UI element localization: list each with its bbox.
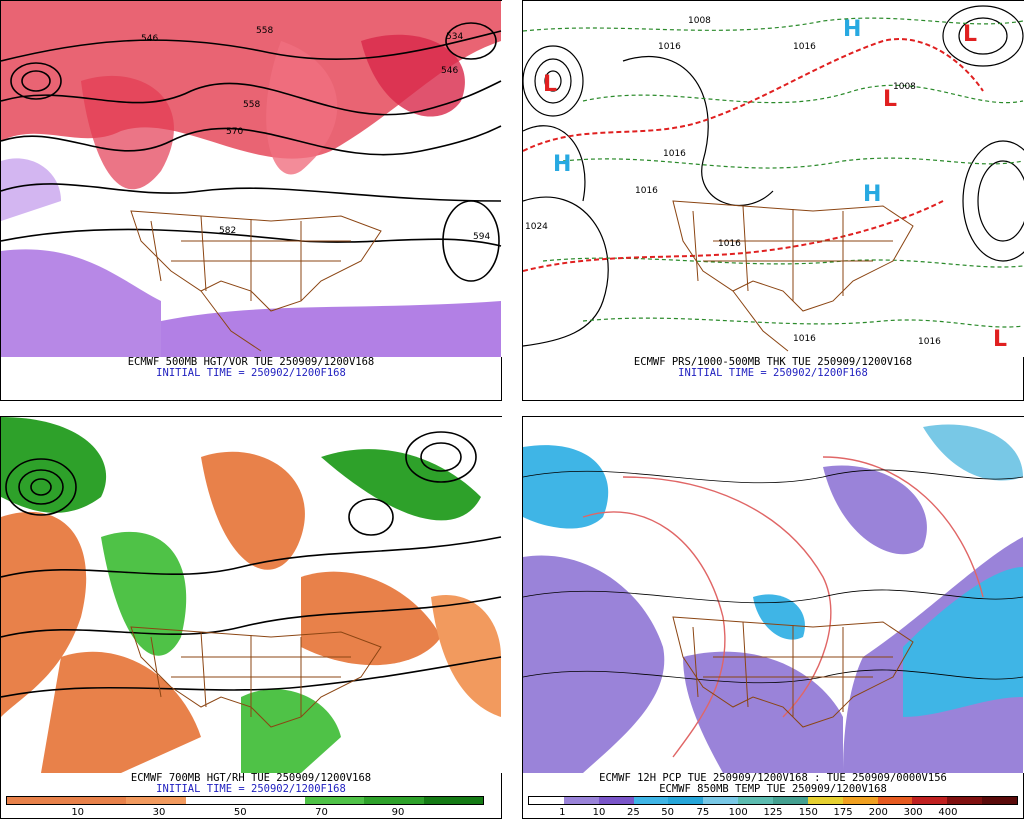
colorbar-swatch (703, 797, 739, 804)
panel-title: ECMWF PRS/1000-500MB THK TUE 250909/1200… (633, 356, 913, 368)
contour-label: 594 (473, 232, 490, 242)
panel-title: ECMWF 700MB HGT/RH TUE 250909/1200V168 (130, 772, 372, 784)
pcp-colorbar-ticks: 1 10 25 50 75 100 125 150 175 200 300 40… (528, 807, 1018, 819)
panel-prs-thk: L L L L H H H 1008 1016 1016 1008 1016 1… (522, 0, 1024, 401)
map-700mb-svg (1, 417, 503, 773)
contour-label: 1016 (918, 337, 941, 347)
map-prs-thk-svg: L L L L H H H 1008 1016 1016 1008 1016 1… (523, 1, 1024, 357)
high-pressure-marker: H (843, 17, 861, 42)
colorbar-tick: 125 (763, 807, 783, 818)
colorbar-tick: 200 (868, 807, 888, 818)
panel-subtitle: ECMWF 850MB TEMP TUE 250909/1200V168 (659, 783, 887, 795)
colorbar-tick: 30 (152, 807, 166, 818)
contour-label: 1024 (525, 222, 548, 232)
contour-label: 546 (441, 66, 458, 76)
colorbar-swatch (185, 797, 245, 804)
colorbar-swatch (947, 797, 983, 804)
colorbar-swatch (423, 797, 483, 804)
contour-label: 558 (256, 26, 273, 36)
contour-label: 558 (243, 100, 260, 110)
colorbar-swatch (877, 797, 913, 804)
colorbar-swatch (738, 797, 774, 804)
colorbar-tick: 25 (626, 807, 640, 818)
contour-label: 1016 (793, 42, 816, 52)
colorbar-swatch (529, 797, 564, 804)
panel-title: ECMWF 500MB HGT/VOR TUE 250909/1200V168 (127, 356, 375, 368)
colorbar-swatch (66, 797, 126, 804)
map-500mb-svg: 534 546 558 570 582 594 546 558 (1, 1, 503, 357)
colorbar-tick: 300 (903, 807, 923, 818)
panel-700mb-hgt-rh: ECMWF 700MB HGT/RH TUE 250909/1200V168 I… (0, 416, 503, 819)
contour-label: 1016 (663, 149, 686, 159)
contour-label: 570 (226, 127, 243, 137)
colorbar-swatch (633, 797, 669, 804)
map-prs-thk: L L L L H H H 1008 1016 1016 1008 1016 1… (523, 1, 1024, 357)
contour-label: 1008 (893, 82, 916, 92)
colorbar-swatch (982, 797, 1018, 804)
colorbar-swatch (668, 797, 704, 804)
map-700mb (1, 417, 503, 773)
colorbar-swatch (912, 797, 948, 804)
colorbar-swatch (773, 797, 808, 804)
high-pressure-marker: H (553, 152, 571, 177)
high-pressure-marker: H (863, 182, 881, 207)
colorbar-swatch (7, 797, 67, 804)
panel-init-time: INITIAL TIME = 250902/1200F168 (156, 367, 346, 379)
colorbar-swatch (842, 797, 878, 804)
contour-label: 1016 (635, 186, 658, 196)
contour-label: 582 (219, 226, 236, 236)
colorbar-swatch (126, 797, 186, 804)
colorbar-tick: 150 (798, 807, 818, 818)
colorbar-tick: 75 (696, 807, 710, 818)
contour-label: 534 (446, 32, 463, 42)
map-pcp (523, 417, 1024, 773)
colorbar-tick: 175 (833, 807, 853, 818)
low-pressure-marker: L (993, 327, 1007, 352)
colorbar-tick: 50 (661, 807, 675, 818)
panel-init-time: INITIAL TIME = 250902/1200F168 (678, 367, 868, 379)
map-500mb: 534 546 558 570 582 594 546 558 (1, 1, 503, 357)
colorbar-swatch (807, 797, 843, 804)
colorbar-tick: 70 (315, 807, 328, 818)
low-pressure-marker: L (963, 22, 977, 47)
contour-label: 1016 (718, 239, 741, 249)
panel-500mb-hgt-vor: 534 546 558 570 582 594 546 558 ECMWF 50… (0, 0, 503, 401)
rh-colorbar (6, 796, 484, 805)
panel-init-time: INITIAL TIME = 250902/1200F168 (156, 783, 346, 795)
colorbar-tick: 100 (728, 807, 748, 818)
contour-label: 546 (141, 34, 158, 44)
colorbar-tick: 50 (233, 807, 247, 818)
colorbar-tick: 10 (71, 807, 85, 818)
colorbar-swatch (245, 797, 305, 804)
panel-pcp-850temp: ECMWF 12H PCP TUE 250909/1200V168 : TUE … (522, 416, 1024, 819)
colorbar-tick: 10 (592, 807, 606, 818)
pcp-colorbar (528, 796, 1018, 805)
colorbar-swatch (364, 797, 424, 804)
colorbar-swatch (598, 797, 634, 804)
colorbar-tick: 90 (391, 807, 405, 818)
low-pressure-marker: L (543, 72, 557, 97)
colorbar-swatch (563, 797, 599, 804)
colorbar-swatch (304, 797, 364, 804)
contour-label: 1008 (688, 16, 711, 26)
low-pressure-marker: L (883, 87, 897, 112)
rh-colorbar-ticks: 10 30 50 70 90 (6, 807, 484, 819)
colorbar-tick: 1 (559, 807, 566, 818)
map-pcp-svg (523, 417, 1024, 773)
contour-label: 1016 (658, 42, 681, 52)
colorbar-tick: 400 (938, 807, 958, 818)
contour-label: 1016 (793, 334, 816, 344)
panel-title: ECMWF 12H PCP TUE 250909/1200V168 : TUE … (599, 772, 947, 784)
